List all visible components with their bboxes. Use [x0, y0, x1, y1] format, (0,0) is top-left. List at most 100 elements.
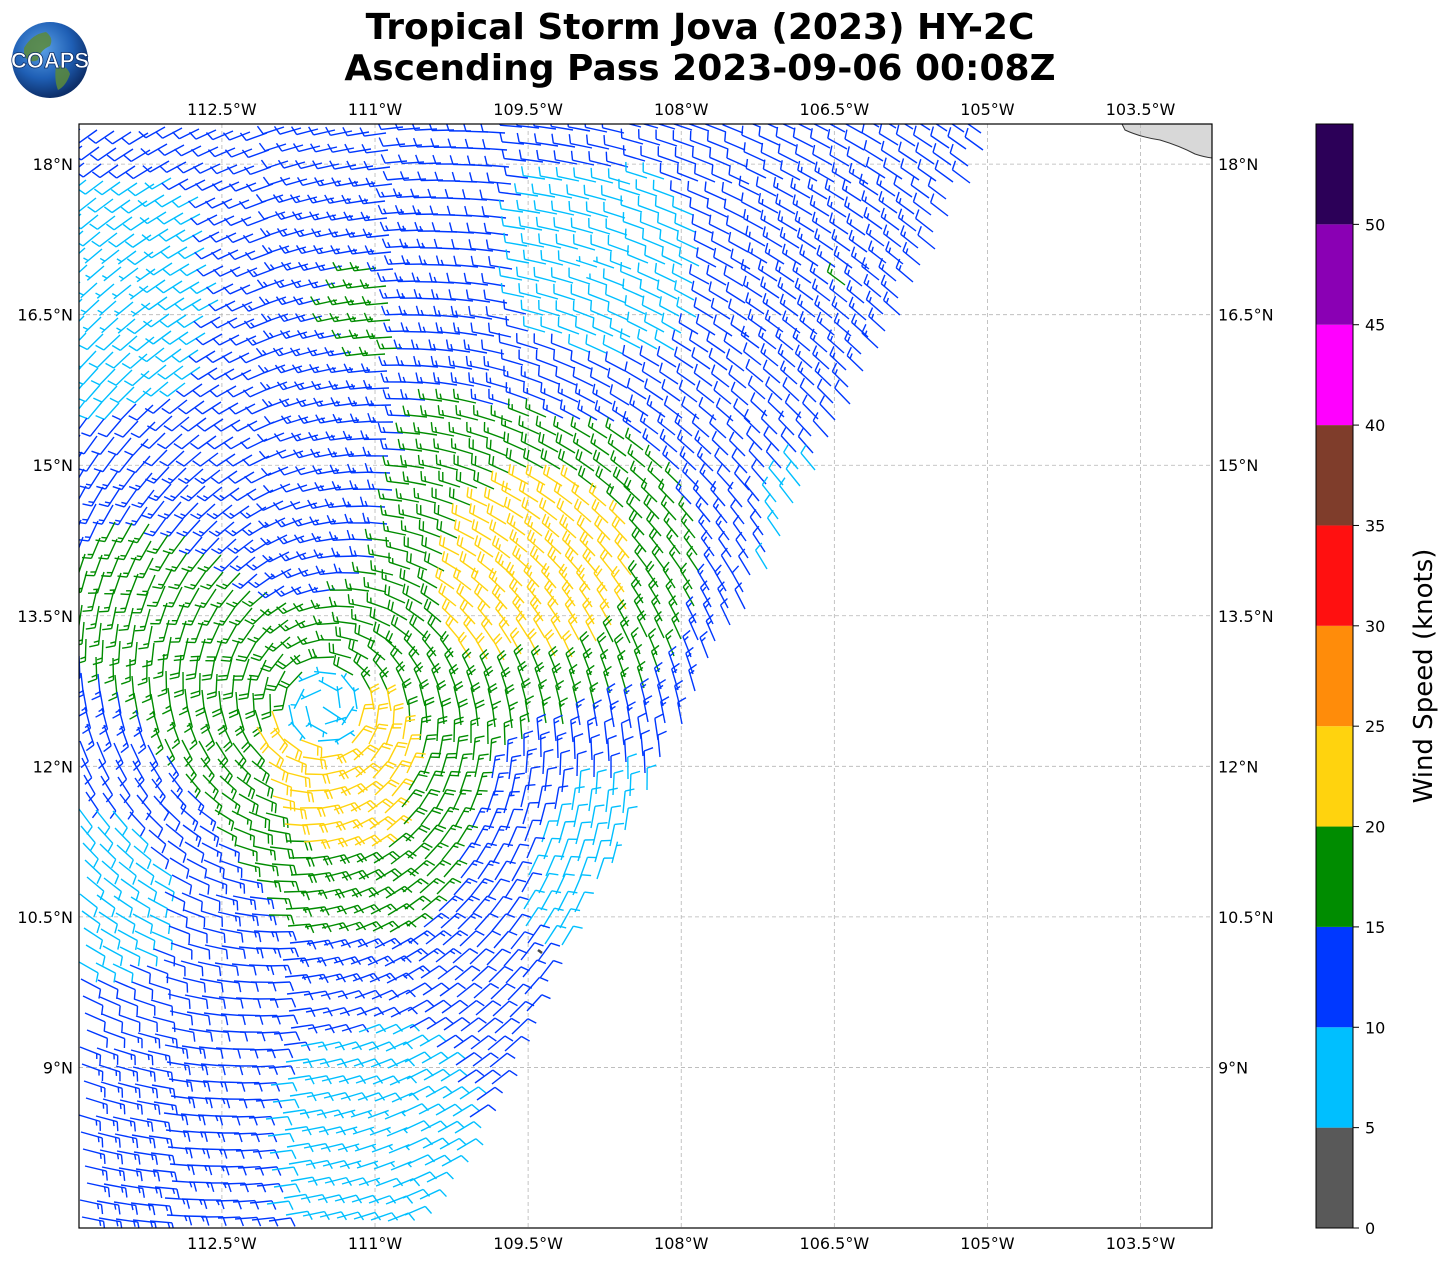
wind-barb	[200, 571, 224, 590]
wind-barb	[735, 531, 749, 559]
wind-barb	[102, 1098, 126, 1115]
wind-barb	[455, 470, 478, 489]
wind-barb	[247, 659, 267, 681]
wind-barb	[657, 412, 676, 436]
wind-barb	[779, 360, 798, 385]
wind-barb	[698, 396, 717, 421]
wind-barb	[222, 674, 235, 700]
wind-barb	[270, 930, 297, 941]
wind-barb	[814, 228, 834, 251]
wind-barb	[468, 438, 491, 456]
wind-barb	[351, 725, 375, 744]
wind-barb	[742, 209, 764, 230]
wind-barb	[535, 415, 557, 436]
wind-barb	[79, 350, 80, 352]
wind-barb	[688, 663, 697, 692]
wind-barb	[743, 408, 761, 434]
wind-barb	[299, 806, 326, 817]
wind-barb	[608, 499, 626, 525]
wind-barb	[193, 163, 221, 174]
wind-barb	[603, 717, 614, 745]
wind-barb	[438, 583, 457, 607]
wind-barb	[263, 261, 292, 271]
wind-barb	[378, 137, 406, 147]
wind-barb	[492, 843, 514, 864]
wind-barb	[435, 567, 455, 590]
wind-barb	[538, 166, 563, 181]
wind-barb	[208, 300, 236, 312]
wind-barb	[168, 569, 190, 590]
wind-barb	[592, 699, 602, 727]
wind-barb	[688, 612, 699, 641]
wind-barb	[782, 377, 800, 402]
wind-barb	[369, 683, 380, 711]
wind-barb	[524, 513, 543, 537]
wind-barb	[861, 124, 882, 145]
wind-barb	[616, 649, 626, 678]
wind-barb	[625, 493, 643, 519]
wind-barb	[91, 164, 119, 179]
wind-barb	[97, 419, 122, 438]
wind-barb	[91, 673, 101, 701]
wind-barb	[225, 454, 253, 467]
wind-barb	[137, 726, 147, 755]
wind-barb	[324, 194, 352, 204]
wind-barb	[661, 378, 681, 402]
wind-barb	[469, 172, 495, 184]
wind-barb	[272, 947, 299, 958]
wind-barb	[561, 580, 576, 607]
wind-barb	[656, 279, 678, 300]
wind-barb	[610, 450, 629, 474]
wind-barb	[85, 944, 106, 966]
wind-barb	[119, 946, 141, 967]
wind-barb	[607, 734, 617, 762]
wind-barb	[342, 430, 370, 441]
wind-barb	[354, 1143, 377, 1152]
wind-barb	[272, 347, 301, 357]
wind-barb	[226, 386, 254, 398]
wind-barb	[560, 465, 580, 488]
wind-barb	[624, 427, 644, 451]
wind-barb	[362, 228, 390, 239]
wind-barb	[209, 232, 237, 243]
wind-barb	[678, 246, 700, 267]
wind-barb	[418, 678, 429, 707]
wind-barb	[538, 233, 562, 249]
wind-barb	[114, 539, 135, 561]
wind-barb	[358, 703, 375, 727]
wind-barb	[668, 595, 680, 623]
wind-barb	[259, 227, 288, 237]
wind-barb	[316, 804, 344, 815]
wind-barb	[128, 336, 155, 352]
wind-barb	[264, 636, 291, 652]
wind-barb	[341, 1023, 370, 1033]
wind-barb	[116, 844, 134, 869]
wind-barb	[224, 148, 253, 158]
wind-barb	[688, 330, 709, 353]
wind-barb	[327, 296, 355, 306]
wind-barb	[125, 166, 153, 180]
wind-barb	[361, 144, 389, 154]
wind-barb	[273, 1031, 301, 1041]
wind-barb	[533, 611, 546, 639]
wind-barb	[592, 449, 612, 473]
wind-barb	[275, 296, 304, 306]
wind-barb	[760, 409, 778, 435]
wind-barb	[377, 204, 405, 215]
wind-barb	[538, 497, 558, 521]
wind-barb	[610, 752, 621, 779]
lat-label-left-3: 13.5°N	[17, 607, 73, 626]
lon-label-bottom-0: 112.5°W	[187, 1234, 257, 1253]
wind-barb	[337, 1143, 360, 1151]
wind-barb	[505, 382, 528, 400]
wind-barb	[347, 594, 372, 609]
wind-barb	[180, 417, 207, 432]
wind-barb	[594, 400, 615, 422]
wind-barb	[409, 614, 427, 639]
wind-barb	[505, 447, 527, 468]
wind-barb	[620, 128, 644, 145]
wind-barb	[86, 1182, 111, 1198]
wind-barb	[508, 701, 519, 729]
wind-barb	[215, 741, 229, 769]
wind-barb	[136, 794, 152, 821]
